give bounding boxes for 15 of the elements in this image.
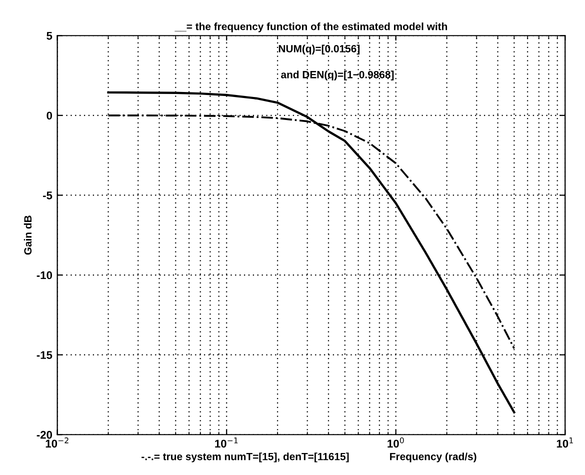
y-tick-label: 5 (46, 32, 52, 40)
annotation: NUM(q)=[0.0156] (278, 44, 360, 54)
y-axis-title: Gain dB (24, 216, 32, 255)
x-axis-title: Frequency (rad/s) (390, 452, 476, 462)
y-tick-label: -20 (36, 430, 52, 439)
y-tick-label: -15 (36, 351, 52, 359)
y-tick-label: -5 (43, 192, 52, 200)
y-tick-label: 0 (46, 112, 52, 120)
y-tick-label: -10 (36, 271, 52, 280)
x-tick-label: 10$^{−1}$ (215, 438, 238, 448)
chart-title: __= the frequency function of the estimated model with (174, 22, 448, 32)
text: -.-.= true system numT=[15], denT=[11615] (142, 452, 349, 462)
x-tick-label: 10$^{0}$ (388, 437, 404, 448)
annotation: and DEN(q)=[1−0.9868] (281, 70, 394, 80)
x-tick-label: 10$^{1}$ (556, 438, 573, 448)
